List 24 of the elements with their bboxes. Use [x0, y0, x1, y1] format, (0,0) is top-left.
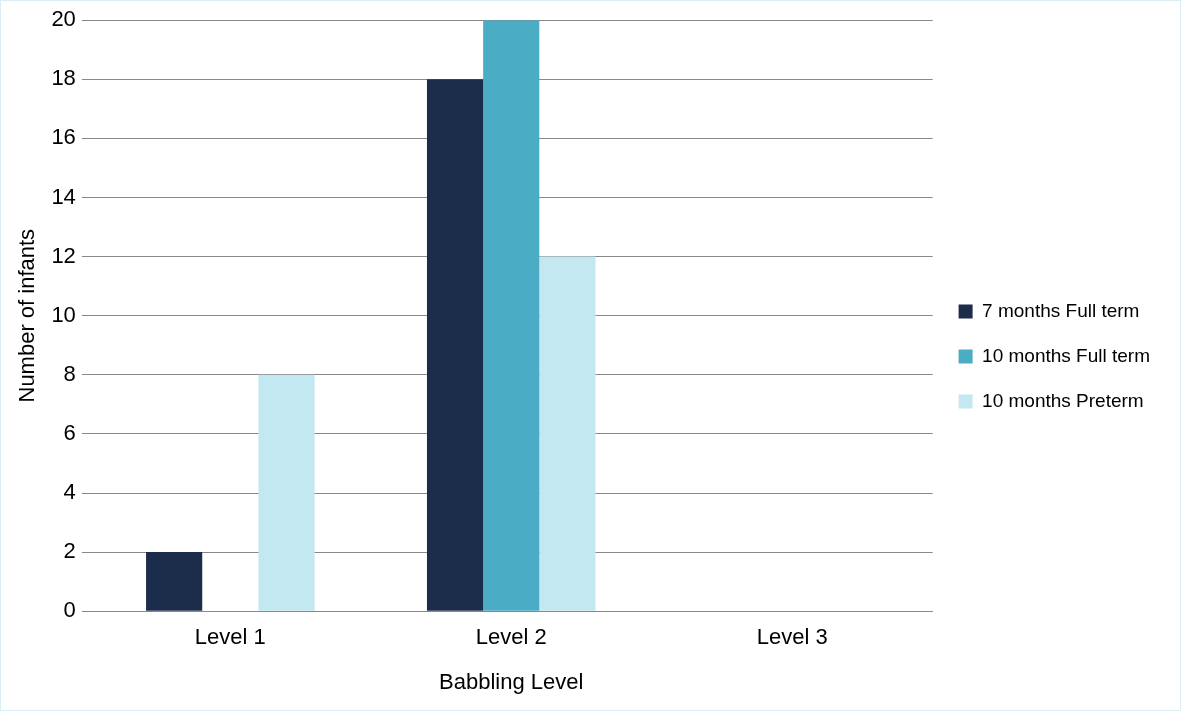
y-tick-label: 20	[51, 6, 76, 32]
bar	[146, 552, 203, 611]
x-tick-label: Level 2	[475, 624, 547, 650]
y-tick-label: 2	[63, 538, 76, 564]
y-tick-label: 12	[51, 242, 76, 268]
legend-label: 10 months Preterm	[982, 389, 1144, 411]
y-tick-label: 0	[63, 597, 76, 623]
y-tick-label: 18	[51, 65, 76, 91]
legend-label: 10 months Full term	[982, 344, 1151, 366]
x-tick-label: Level 1	[194, 624, 266, 650]
y-tick-label: 6	[63, 419, 76, 445]
y-tick-label: 14	[51, 183, 76, 209]
y-tick-label: 10	[51, 301, 76, 327]
bar	[426, 79, 484, 611]
x-axis-title: Babbling Level	[439, 668, 584, 694]
bar	[258, 374, 315, 611]
legend-label: 7 months Full term	[982, 299, 1140, 321]
y-tick-label: 8	[63, 360, 76, 386]
y-tick-label: 16	[51, 124, 76, 150]
bar	[539, 256, 596, 611]
x-tick-label: Level 3	[756, 624, 828, 650]
y-tick-label: 4	[63, 479, 76, 505]
y-axis-title: Number of infants	[14, 228, 40, 403]
bar	[483, 20, 540, 611]
